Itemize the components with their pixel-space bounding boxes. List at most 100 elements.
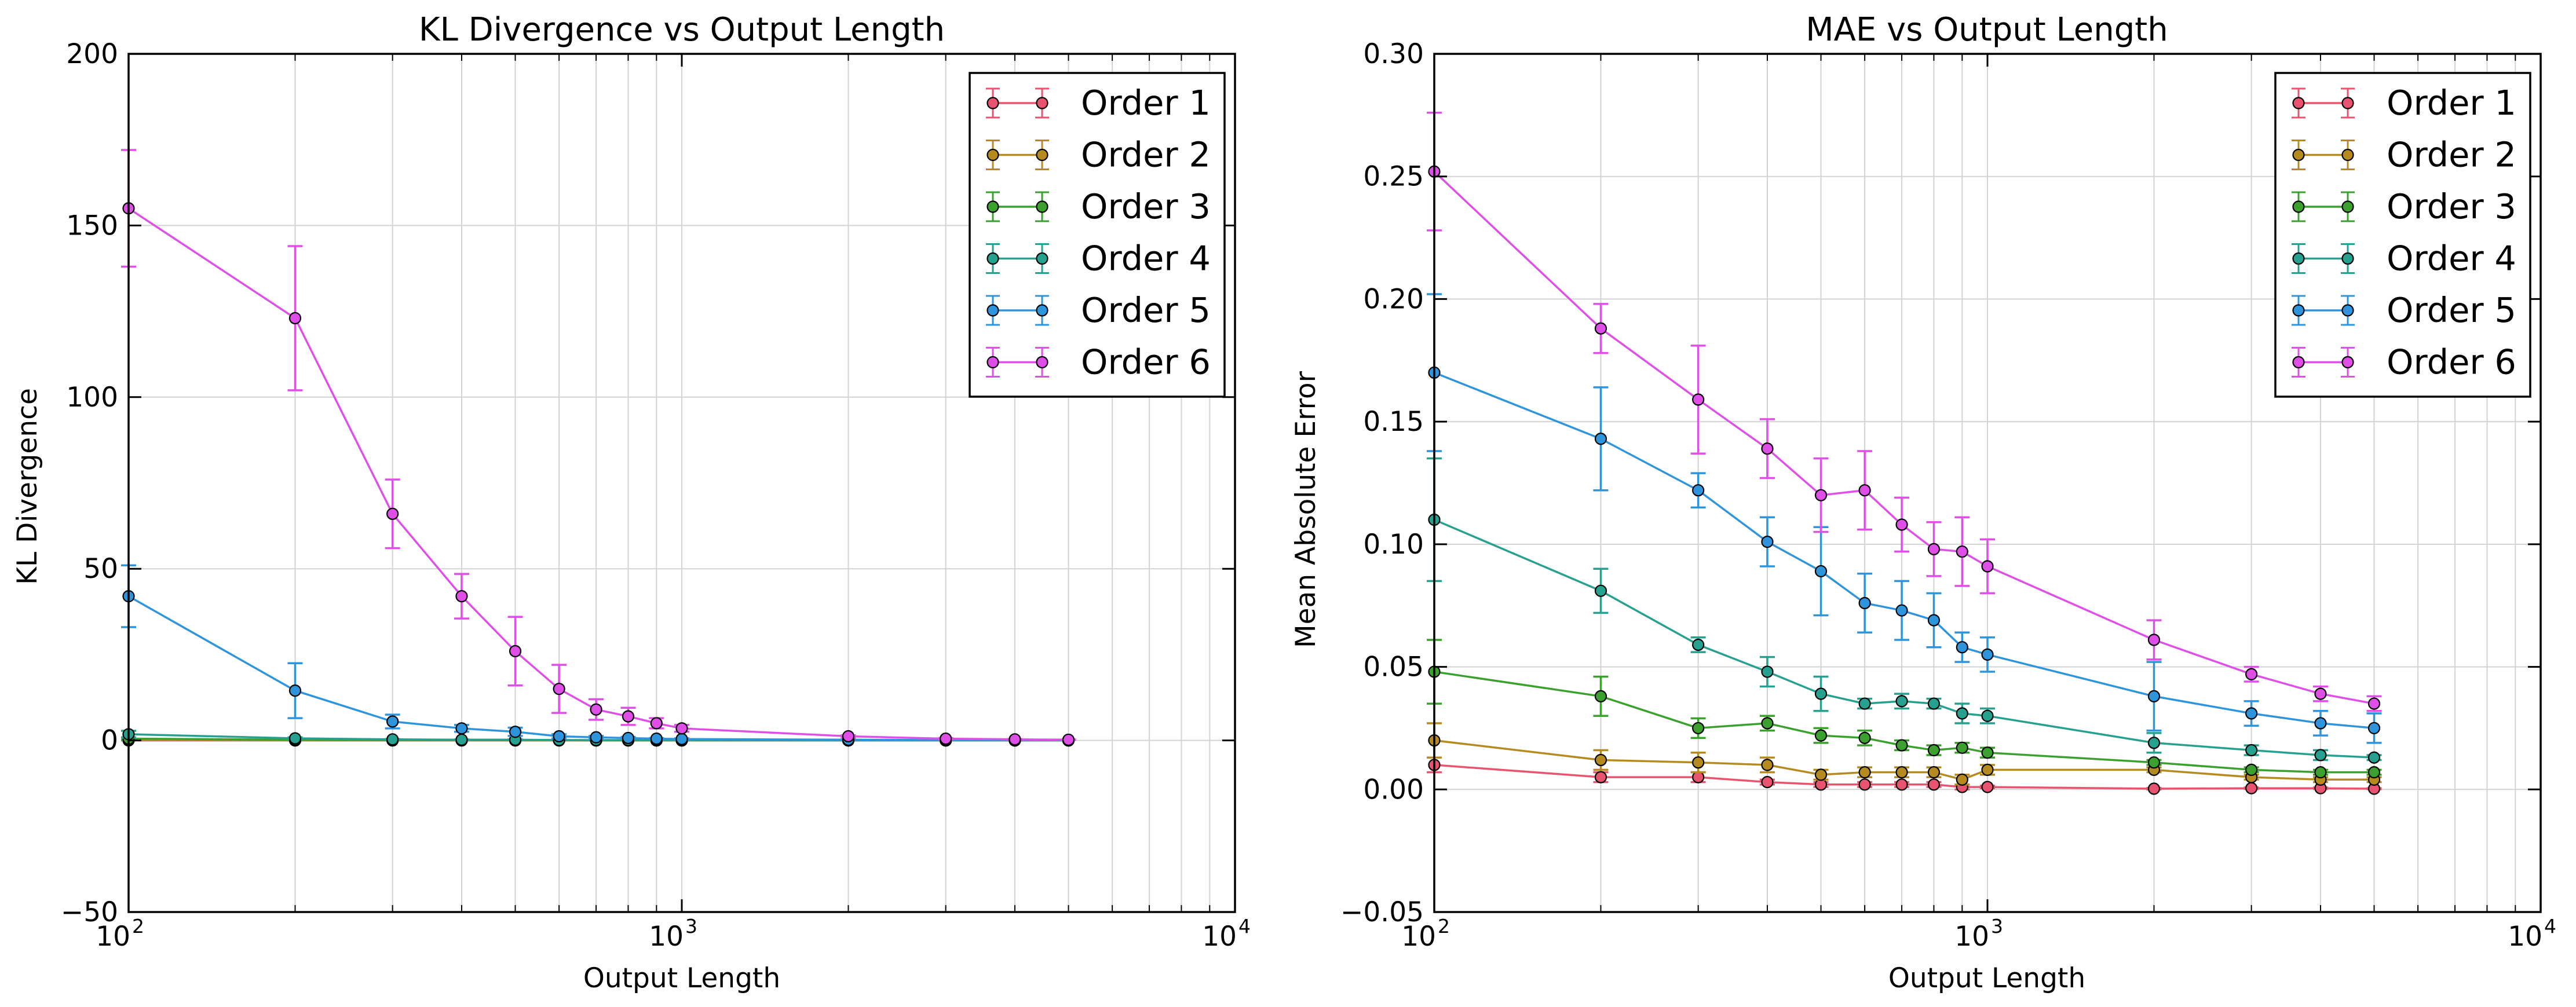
legend-box [2274,72,2531,398]
data-point [1927,614,1941,627]
series-4 [1427,457,2382,764]
y-tick-label: 0.15 [1363,406,1424,438]
data-point [1956,545,1968,558]
x-tick-exponent: 2 [132,915,144,938]
data-point [288,684,302,697]
x-tick-exponent: 4 [1238,915,1251,938]
legend-marker [1036,356,1048,369]
x-tick-exponent: 4 [2544,915,2556,938]
legend-label: Order 2 [1081,135,1211,175]
legend-item-1: Order 1 [986,83,1211,123]
legend-marker [2341,148,2354,162]
data-point [2245,744,2258,757]
data-point [1895,778,1908,791]
legend-marker [2341,304,2354,317]
y-axis-label: Mean Absolute Error [1290,371,1322,648]
data-point [940,733,952,745]
data-point [1814,565,1828,578]
data-point [842,730,855,743]
legend-label: Order 6 [2387,342,2516,382]
data-point [2147,782,2161,795]
legend-item-2: Order 2 [986,135,1211,175]
legend-marker [2341,97,2354,109]
data-point [1981,746,1994,759]
x-tick-label: 10 4 [1202,915,1251,953]
legend-item-3: Order 3 [2292,186,2516,226]
data-point [1761,442,1774,455]
x-axis-label: Output Length [583,962,780,994]
data-point [2245,763,2258,777]
data-point [1895,739,1908,752]
data-point [675,722,688,735]
series-6 [1427,111,2382,712]
legend-item-1: Order 1 [2292,83,2516,123]
legend-marker [986,356,999,369]
data-point [1594,690,1607,702]
data-point [1594,433,1607,445]
y-tick-label: 150 [66,210,118,241]
data-point [650,733,663,745]
data-point [1956,773,1968,786]
legend-item-6: Order 6 [2292,342,2516,382]
data-point [1858,778,1871,791]
x-tick-label: 10 3 [1954,915,2003,953]
series-6 [121,149,1076,746]
x-tick-base: 10 [1954,921,1989,953]
data-point [288,732,302,745]
data-point [288,312,302,325]
legend-item-4: Order 4 [2292,239,2516,279]
data-point [2245,782,2258,794]
y-tick-label: 0.05 [1363,651,1424,683]
legend-marker [2341,252,2354,265]
series-line [1434,764,2374,790]
legend-label: Order 1 [1081,83,1211,123]
legend-marker [1036,97,1048,109]
legend-marker [986,252,999,265]
y-tick-label: 0.30 [1363,38,1424,70]
data-point [622,710,635,723]
data-point [1692,484,1705,497]
data-point [455,722,468,735]
data-point [590,731,602,744]
data-point [1594,322,1607,335]
data-point [2314,766,2327,779]
data-point [553,683,565,695]
data-point [1814,768,1828,781]
data-point [1981,781,1994,793]
chart-mae: MAE vs Output Length Output Length Mean … [1290,11,2556,994]
data-point [1981,763,1994,777]
y-tick-label: 0.25 [1363,161,1424,193]
legend-item-6: Order 6 [986,342,1211,382]
x-tick-label: 10 2 [1401,915,1450,953]
data-point [1858,731,1871,744]
x-tick-base: 10 [1202,921,1237,953]
legend-marker [986,200,999,213]
data-point [1895,518,1908,531]
data-point [509,645,522,658]
series-3 [1427,639,2382,779]
series-line [1434,671,2374,774]
legend-item-2: Order 2 [2292,135,2516,175]
data-point [2314,749,2327,761]
data-point [1761,717,1774,730]
data-point [1895,695,1908,708]
y-tick-label: 0 [101,725,118,757]
data-point [1927,778,1941,791]
legend-item-5: Order 5 [2292,290,2516,330]
data-point [1956,741,1968,754]
legend-marker [1036,148,1048,162]
legend-label: Order 1 [2387,83,2516,123]
y-tick-label: 0.20 [1363,283,1424,315]
y-tick-label: 200 [66,38,118,70]
x-tick-base: 10 [96,921,130,953]
legend-label: Order 5 [2387,290,2516,330]
data-point [1594,771,1607,783]
x-tick-base: 10 [1401,921,1436,953]
data-point [2367,697,2381,710]
data-point [1062,733,1075,746]
legend-item-5: Order 5 [986,290,1211,330]
legend-label: Order 5 [1081,290,1211,330]
data-point [675,733,688,745]
x-tick-exponent: 3 [685,915,697,938]
